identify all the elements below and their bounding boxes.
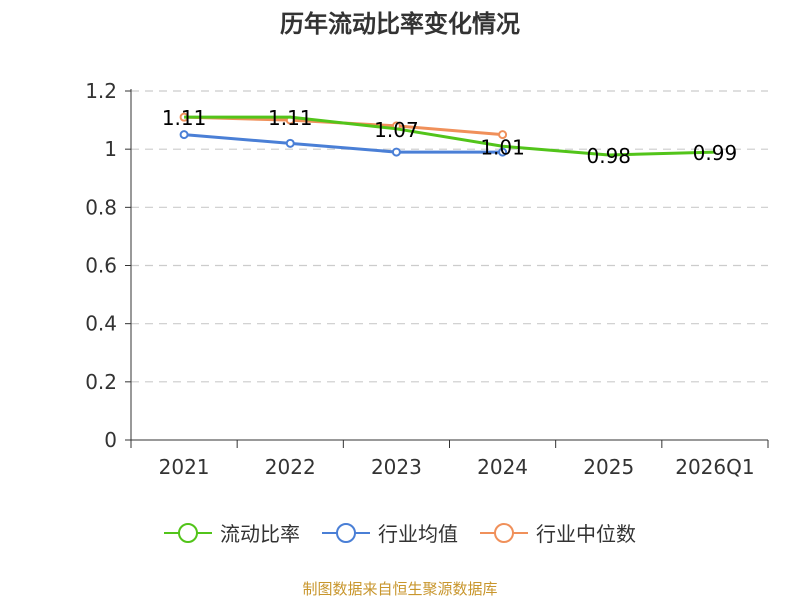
legend-label: 行业中位数	[536, 522, 636, 546]
data-point	[179, 130, 189, 140]
x-tick-label: 2026Q1	[675, 455, 754, 479]
legend-label: 流动比率	[220, 522, 300, 546]
data-label: 1.07	[374, 118, 419, 142]
legend-item-current-ratio[interactable]: 流动比率	[164, 518, 300, 547]
legend-item-industry-median[interactable]: 行业中位数	[480, 518, 636, 547]
legend-swatch-orange	[480, 522, 528, 543]
data-label: 1.01	[480, 135, 525, 159]
series-line-1	[183, 133, 503, 154]
chart-title: 历年流动比率变化情况	[280, 10, 520, 38]
y-tick-label: 0.8	[85, 195, 117, 219]
y-tick-label: 0	[104, 428, 117, 452]
series-line-0	[184, 115, 715, 157]
y-tick-label: 0.2	[85, 370, 117, 394]
source-note: 制图数据来自恒生聚源数据库	[302, 580, 498, 598]
legend-swatch-green	[164, 522, 212, 543]
y-tick-label: 0.4	[85, 312, 117, 336]
data-label: 1.11	[162, 106, 207, 130]
data-label: 1.11	[268, 106, 313, 130]
y-tick-label: 1.2	[85, 79, 117, 103]
data-point	[498, 130, 508, 140]
data-point	[285, 138, 295, 148]
y-tick-label: 0.6	[85, 254, 117, 278]
x-tick-label: 2024	[477, 455, 528, 479]
legend-swatch-blue	[322, 522, 370, 543]
x-tick-label: 2021	[159, 455, 210, 479]
data-point	[391, 147, 401, 157]
legend-item-industry-mean[interactable]: 行业均值	[322, 518, 458, 547]
y-tick-label: 1	[104, 137, 117, 161]
x-tick-label: 2022	[265, 455, 316, 479]
series-line-2	[184, 115, 503, 137]
x-tick-label: 2025	[583, 455, 634, 479]
legend: 流动比率 行业均值 行业中位数	[0, 518, 800, 547]
x-tick-label: 2023	[371, 455, 422, 479]
data-label: 0.99	[693, 141, 738, 165]
legend-label: 行业均值	[378, 522, 458, 546]
data-point	[498, 147, 508, 157]
data-label: 0.98	[586, 144, 631, 168]
